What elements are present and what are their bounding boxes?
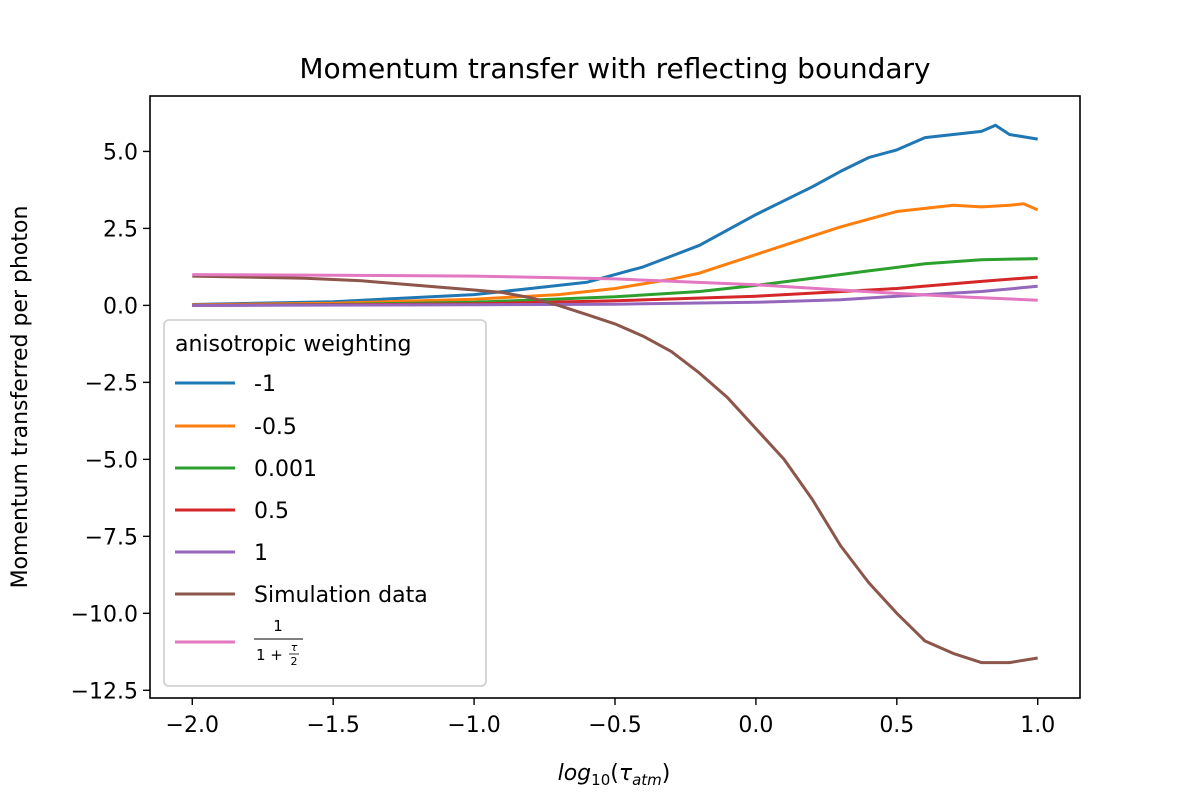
formula-den-left: 1 +: [256, 646, 283, 664]
legend-label-5: Simulation data: [254, 583, 428, 608]
y-tick-label: −7.5: [85, 525, 138, 550]
y-axis-label: Momentum transferred per photon: [8, 206, 33, 589]
legend-label-0: -1: [254, 372, 276, 397]
x-tick-label: −2.0: [166, 713, 219, 738]
series-line-5: [192, 274, 1038, 665]
legend-label-1: -0.5: [254, 415, 297, 440]
legend-formula-label: 1 1 + τ 2: [254, 617, 303, 668]
series-line-0: [192, 123, 1038, 306]
x-label-log: log: [558, 761, 592, 786]
y-tick-label: 0.0: [103, 294, 138, 319]
series-line-4: [192, 284, 1038, 307]
x-label-open-paren: (: [610, 761, 619, 786]
x-label-tau: τ: [619, 761, 633, 786]
legend-entries: -1 -0.5 0.001 0.5 1 Simulation data: [175, 372, 428, 644]
formula-numerator: 1: [273, 617, 283, 635]
formula-denominator: 1 +: [256, 646, 283, 664]
y-tick-label: 2.5: [103, 217, 138, 242]
x-axis: −2.0 −1.5 −1.0 −0.5 0.0 0.5 1.0: [166, 698, 1055, 738]
series-line-2: [192, 257, 1038, 307]
legend-box: [163, 319, 487, 687]
legend-label-3: 0.5: [254, 499, 289, 524]
formula-two: 2: [291, 655, 298, 668]
x-tick-label: 0.0: [738, 713, 773, 738]
legend-title: anisotropic weighting: [175, 332, 411, 357]
y-axis: 5.0 2.5 0.0 −2.5 −5.0 −7.5 −10.0 −12.5: [71, 140, 150, 704]
x-tick-label: 1.0: [1020, 713, 1055, 738]
plot-area: −2.0 −1.5 −1.0 −0.5 0.0 0.5 1.0 5.0 2.5 0.0 −2.5 −…: [71, 95, 1081, 738]
x-axis-label: log10(τatm): [558, 761, 671, 789]
y-tick-label: −10.0: [71, 602, 138, 627]
chart-title: Momentum transfer with reflecting bounda…: [299, 52, 930, 85]
y-tick-label: −2.5: [85, 371, 138, 396]
y-tick-label: 5.0: [103, 140, 138, 165]
series-line-6: [192, 273, 1038, 302]
y-tick-label: −12.5: [71, 679, 138, 704]
legend-label-4: 1: [254, 541, 268, 566]
y-tick-label: −5.0: [85, 448, 138, 473]
formula-tau: τ: [291, 641, 298, 654]
series-line-1: [192, 202, 1039, 307]
x-label-log-subscript: 10: [591, 771, 610, 789]
x-tick-label: −0.5: [588, 713, 641, 738]
series-lines: [192, 123, 1039, 665]
x-label-close-paren: ): [662, 761, 671, 786]
x-tick-label: −1.5: [306, 713, 359, 738]
x-label-tau-subscript: atm: [632, 771, 662, 789]
x-tick-label: −1.0: [447, 713, 500, 738]
legend: anisotropic weighting -1 -0.5 0.001 0.5 1 Sim…: [163, 319, 487, 687]
legend-label-2: 0.001: [254, 457, 317, 482]
x-tick-label: 0.5: [879, 713, 914, 738]
